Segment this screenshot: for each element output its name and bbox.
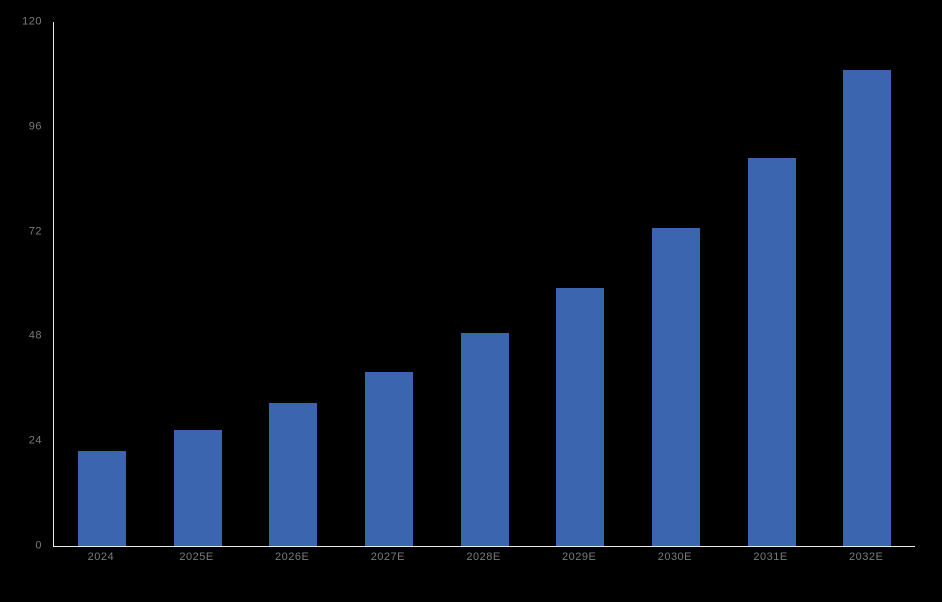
y-tick-label: 48 xyxy=(28,329,42,342)
x-axis-tick-labels: 2024 2025E 2026E 2027E 2028E 2029E 2030E 2031E 2… xyxy=(53,551,914,563)
bar-2028E xyxy=(460,333,509,546)
bar-slot xyxy=(437,22,533,546)
x-tick-label: 2028E xyxy=(466,551,501,563)
y-tick-label: 72 xyxy=(28,225,42,238)
bar-2027E xyxy=(364,372,413,546)
bar-slot xyxy=(54,22,150,546)
x-tick-label: 2032E xyxy=(849,551,884,563)
bar-slot xyxy=(628,22,724,546)
bar-2032E xyxy=(843,70,892,546)
y-tick-label: 0 xyxy=(35,539,42,552)
y-tick-label: 96 xyxy=(28,120,42,133)
bar-2025E xyxy=(173,430,222,546)
bar-slot xyxy=(724,22,820,546)
bar-slot xyxy=(150,22,246,546)
bar-2024 xyxy=(77,451,126,546)
bar-2029E xyxy=(556,287,605,546)
bar-2026E xyxy=(269,403,318,546)
bar-series xyxy=(54,22,915,546)
bar-slot xyxy=(819,22,915,546)
bar-slot xyxy=(532,22,628,546)
x-tick-label: 2031E xyxy=(753,551,788,563)
x-tick-label: 2026E xyxy=(275,551,310,563)
bar-2031E xyxy=(747,158,796,546)
x-tick-label: 2027E xyxy=(370,551,405,563)
bar-slot xyxy=(245,22,341,546)
bar-2030E xyxy=(651,228,700,546)
x-tick-label: 2024 xyxy=(87,551,115,563)
x-tick-label: 2025E xyxy=(179,551,214,563)
x-tick-label: 2029E xyxy=(562,551,597,563)
bar-slot xyxy=(341,22,437,546)
plot-area xyxy=(53,22,915,547)
x-tick-label: 2030E xyxy=(657,551,693,563)
y-axis-tick-labels: 0 24 48 72 96 120 xyxy=(0,16,47,551)
y-tick-label: 24 xyxy=(28,434,42,447)
y-tick-label: 120 xyxy=(22,15,42,28)
